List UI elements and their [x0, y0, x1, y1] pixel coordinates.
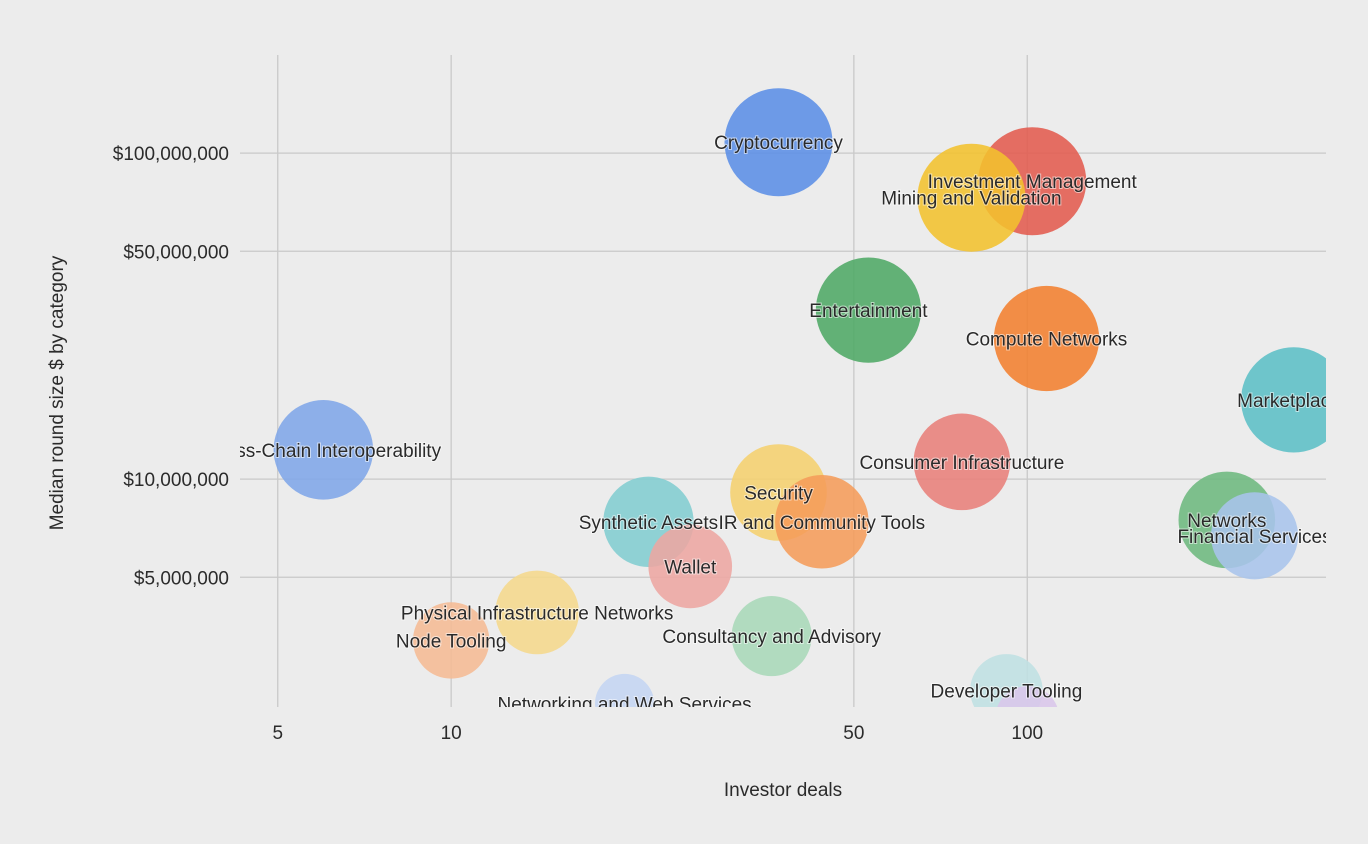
bubble-label: Entertainment [809, 301, 928, 322]
y-tick-label: $10,000,000 [123, 470, 229, 491]
bubble-label: Investment Management [928, 172, 1138, 193]
bubble-label: IR and Community Tools [719, 513, 926, 534]
y-tick-label: $50,000,000 [123, 242, 229, 263]
bubble-label: Consumer Infrastructure [859, 453, 1064, 474]
x-tick-label: 100 [1011, 723, 1043, 744]
bubble-labels: Cryptocurrency Investment ManagementMinin… [206, 132, 1350, 716]
bubble-label: Cross-Chain Interoperability [206, 441, 442, 462]
bubble [775, 475, 869, 569]
bubble [815, 257, 922, 363]
bubbles [273, 88, 1326, 707]
bubble [495, 570, 579, 655]
bubble-label: Marketplaces [1237, 391, 1350, 412]
x-tick-label: 5 [272, 723, 283, 744]
bubble-label: Consultancy and Advisory [662, 627, 881, 648]
bubble-label: Developer Tooling [931, 681, 1083, 702]
bubble [595, 673, 655, 707]
x-tick-label: 10 [441, 723, 462, 744]
bubble-label: Compute Networks [966, 330, 1128, 351]
y-tick-label: $5,000,000 [134, 568, 229, 589]
bubble-label: Wallet [664, 557, 717, 578]
bubble-label: Cryptocurrency [714, 133, 843, 154]
bubble-label: Mining and Validation [881, 189, 1061, 210]
bubble [997, 686, 1058, 707]
bubble [731, 596, 812, 677]
bubble [1241, 347, 1326, 453]
bubble-label: Security [744, 483, 813, 504]
bubble [993, 285, 1100, 392]
bubble [917, 143, 1026, 252]
bubble-label: Node Tooling [396, 631, 507, 652]
x-axis-title: Investor deals [724, 780, 842, 801]
bubble [913, 413, 1011, 511]
bubble [1210, 492, 1299, 580]
bubble-label: Networks [1187, 511, 1266, 532]
bubble [724, 88, 833, 197]
bubble [412, 602, 490, 679]
bubble-label: Networking and Web Services [498, 695, 752, 716]
bubble-label: Financial Services [1177, 527, 1331, 548]
bubble-label: Synthetic Assets [579, 513, 718, 534]
bubble [648, 524, 733, 609]
y-tick-label: $100,000,000 [113, 144, 229, 165]
axis-ticks: 5 10 50 100 $5,000,000 $10,000,000 $50,000,000… [113, 144, 1043, 744]
y-axis-title: Median round size $ by category [47, 255, 68, 530]
bubble-label: Physical Infrastructure Networks [401, 603, 673, 624]
bubble [273, 400, 374, 500]
x-tick-label: 50 [843, 723, 864, 744]
